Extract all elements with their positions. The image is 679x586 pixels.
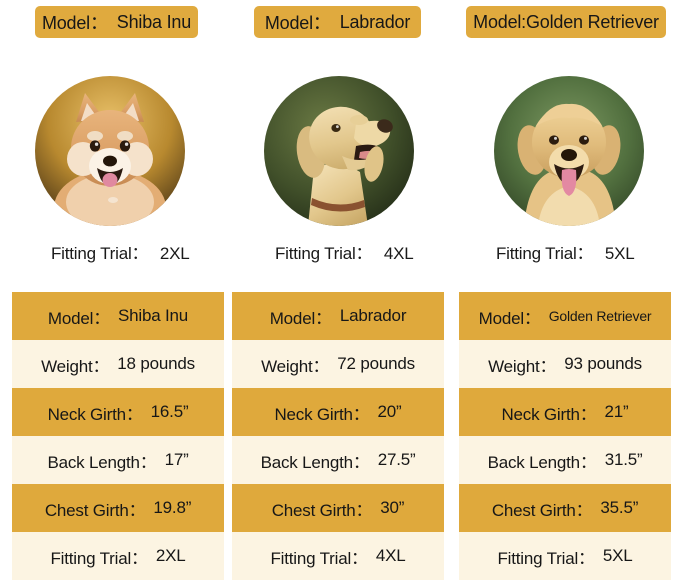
fitting-trial-caption-golden-retriever: Fitting Trial： 5XL [496,241,635,267]
row-value: 2XL [155,546,186,565]
row-value: 30” [380,498,405,517]
model-badge-value: Labrador [339,11,411,32]
row-label: Fitting Trial： [50,548,149,568]
row-value: 27.5” [377,450,416,469]
fitting-trial-value: 4XL [383,244,414,263]
row-label: Model： [269,308,332,328]
row-label: Weight： [488,356,557,376]
model-badge-shiba-inu: Model： Shiba Inu [35,6,198,38]
row-value: 19.8” [153,498,192,517]
table-row: Model： Labrador [232,292,444,340]
table-row: Chest Girth： 19.8” [12,484,224,532]
table-row: Model： Golden Retriever [459,292,671,340]
row-label: Back Length： [47,452,157,472]
fitting-trial-label: Fitting Trial： [275,244,373,263]
row-label: Fitting Trial： [270,548,369,568]
row-value: 20” [377,402,402,421]
row-label: Neck Girth： [47,404,143,424]
row-value: 21” [604,402,629,421]
row-label: Chest Girth： [44,500,146,520]
model-badge-row: Model： Shiba Inu Model： Labrador Model: … [0,0,679,52]
row-label: Chest Girth： [271,500,373,520]
row-value: Shiba Inu [118,306,189,325]
table-row: Neck Girth： 20” [232,388,444,436]
fitting-trial-value: 2XL [159,244,190,263]
model-badge-label: Model: [473,11,526,32]
row-value: 5XL [602,546,633,565]
table-row: Chest Girth： 35.5” [459,484,671,532]
table-row: Weight： 72 pounds [232,340,444,388]
fitting-trial-value: 5XL [604,244,635,263]
row-value: 31.5” [604,450,643,469]
table-row: Back Length： 31.5” [459,436,671,484]
row-label: Back Length： [487,452,597,472]
table-row: Fitting Trial： 5XL [459,532,671,580]
row-value: 93 pounds [564,354,642,373]
table-row: Weight： 93 pounds [459,340,671,388]
model-badge-label: Model： [264,13,331,33]
row-label: Weight： [41,356,110,376]
row-label: Fitting Trial： [497,548,596,568]
row-label: Back Length： [260,452,370,472]
row-value: 4XL [375,546,406,565]
row-label: Model： [47,308,111,328]
fitting-trial-caption-shiba-inu: Fitting Trial： 2XL [51,241,190,267]
row-value: 16.5” [150,402,189,421]
table-row: Weight： 18 pounds [12,340,224,388]
spec-column-shiba-inu: Model： Shiba Inu Weight： 18 pounds Neck … [12,292,224,586]
table-row: Fitting Trial： 2XL [12,532,224,580]
row-value: Labrador [339,306,407,325]
table-row: Back Length： 17” [12,436,224,484]
golden-retriever-photo [494,76,644,226]
table-row: Neck Girth： 16.5” [12,388,224,436]
row-value: 72 pounds [337,354,415,373]
fitting-trial-label: Fitting Trial： [51,244,149,263]
table-row: Neck Girth： 21” [459,388,671,436]
row-value: 18 pounds [117,354,195,373]
row-label: Neck Girth： [274,404,370,424]
spec-table: Model： Shiba Inu Weight： 18 pounds Neck … [0,292,679,586]
table-row: Fitting Trial： 4XL [232,532,444,580]
spec-column-labrador: Model： Labrador Weight： 72 pounds Neck G… [232,292,444,586]
spec-column-golden-retriever: Model： Golden Retriever Weight： 93 pound… [459,292,671,586]
model-badge-value: Golden Retriever [525,11,659,32]
shiba-inu-photo [35,76,185,226]
fitting-trial-caption-labrador: Fitting Trial： 4XL [275,241,414,267]
model-badge-value: Shiba Inu [116,11,192,32]
row-label: Neck Girth： [501,404,597,424]
model-badge-labrador: Model： Labrador [254,6,421,38]
table-row: Chest Girth： 30” [232,484,444,532]
model-badge-label: Model： [41,13,108,33]
labrador-photo [264,76,414,226]
row-value: 17” [164,450,189,469]
model-badge-golden-retriever: Model: Golden Retriever [466,6,666,38]
row-label: Model： [478,308,541,328]
table-row: Back Length： 27.5” [232,436,444,484]
row-label: Chest Girth： [491,500,593,520]
row-value: 35.5” [600,498,639,517]
table-row: Model： Shiba Inu [12,292,224,340]
row-label: Weight： [261,356,330,376]
fitting-trial-label: Fitting Trial： [496,244,594,263]
row-value: Golden Retriever [548,308,652,324]
